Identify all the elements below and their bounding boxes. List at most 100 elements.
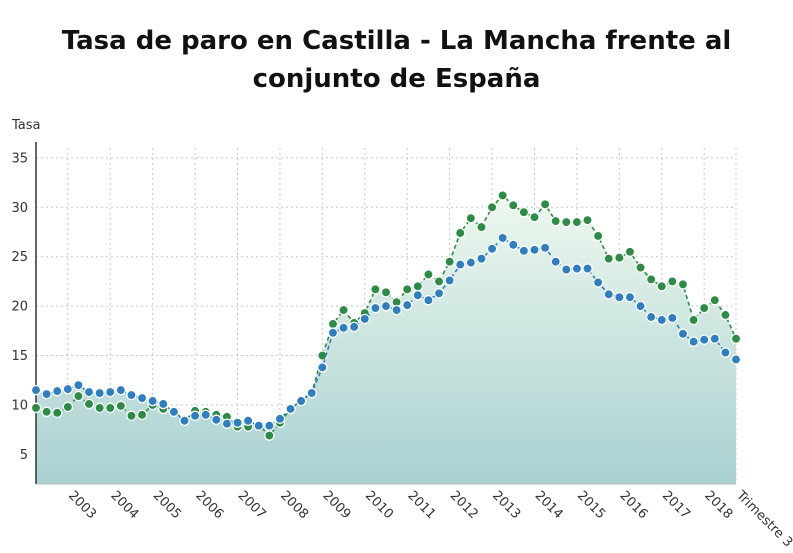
- series-2-point: [730, 354, 742, 365]
- x-tick-label: 2005: [150, 488, 184, 522]
- y-tick-label: 30: [11, 201, 28, 216]
- series-2-point: [667, 312, 678, 324]
- series-1-point: [529, 211, 540, 223]
- y-tick-labels: 5 10 15 20 25 30 35: [11, 151, 28, 462]
- series-2-point: [550, 256, 561, 267]
- series-1-point: [401, 284, 413, 295]
- series-1-point: [115, 400, 127, 412]
- series-2-point: [709, 333, 721, 344]
- series-2-point: [306, 387, 318, 399]
- series-1-point: [94, 402, 105, 414]
- series-2-point: [168, 406, 180, 418]
- series-2: [30, 232, 742, 431]
- series-2-point: [444, 275, 455, 286]
- series-2-point: [571, 263, 583, 274]
- x-tick-label: 2014: [532, 488, 566, 522]
- x-tick-label: 2017: [659, 488, 693, 522]
- x-tick-label: 2010: [362, 488, 396, 522]
- series-1-point: [30, 402, 42, 414]
- series-2-point: [73, 379, 84, 391]
- series-2-point: [158, 398, 169, 410]
- series-1-point: [465, 212, 477, 224]
- series-2-point: [126, 389, 137, 401]
- series-2-point: [423, 294, 434, 306]
- series-1-point: [380, 287, 392, 298]
- series-1-point: [667, 276, 678, 287]
- series-2-point: [327, 327, 339, 339]
- series-1-point: [317, 350, 328, 361]
- series-2-point: [645, 311, 657, 323]
- series-1-point: [614, 252, 625, 263]
- series-1-point: [73, 390, 84, 402]
- series-2-point: [582, 263, 593, 274]
- series-1-point: [370, 284, 381, 295]
- series-2-point: [221, 418, 233, 429]
- series-1-point: [62, 401, 74, 413]
- series-2-point: [200, 409, 211, 421]
- series-2-point: [51, 385, 63, 397]
- series-2-point: [62, 383, 74, 395]
- series-2-point: [41, 388, 52, 400]
- series-2-point: [30, 384, 42, 396]
- series-2-point: [529, 244, 540, 256]
- series-2-point: [147, 395, 158, 407]
- series-1-point: [677, 279, 689, 290]
- y-tick-label: 5: [20, 448, 28, 463]
- x-tick-label: 2011: [404, 488, 438, 522]
- series-2-point: [253, 420, 264, 431]
- series-2-point: [688, 336, 699, 347]
- series-2-point: [94, 387, 105, 399]
- series-2-point: [295, 395, 307, 407]
- series-2-point: [720, 347, 731, 358]
- series-1-point: [444, 256, 455, 267]
- series-1-point: [550, 215, 561, 227]
- series-2-point: [635, 300, 646, 312]
- series-2-point: [242, 415, 254, 427]
- series-2-point: [433, 288, 445, 299]
- series-1-point: [645, 274, 657, 285]
- series-1-point: [720, 309, 731, 321]
- series-2-point: [624, 291, 636, 303]
- x-tick-label: 2015: [574, 488, 608, 522]
- series-2-point: [401, 299, 413, 311]
- series-2-point: [518, 245, 530, 257]
- series-1-point: [539, 199, 551, 210]
- series-2-point: [115, 384, 127, 396]
- series-2-point: [370, 302, 381, 314]
- series-1-point: [486, 202, 498, 213]
- series-1-point: [730, 333, 742, 344]
- series-1-point: [518, 206, 530, 218]
- series-2-point: [561, 264, 572, 275]
- y-tick-label: 20: [11, 300, 28, 315]
- series-1-point: [635, 262, 646, 273]
- series-2-point: [274, 413, 286, 425]
- series-2-point: [698, 334, 710, 345]
- x-tick-label: 2016: [617, 488, 651, 522]
- series-1-point: [624, 246, 636, 258]
- series-1-point: [698, 302, 710, 314]
- series-2-point: [465, 257, 477, 268]
- series-1-point: [582, 214, 593, 226]
- series-2-point: [656, 314, 668, 326]
- x-tick-label: 2004: [107, 488, 141, 522]
- series-2-point: [497, 232, 508, 244]
- y-tick-label: 35: [11, 151, 28, 166]
- series-1-point: [327, 318, 339, 330]
- series-2-point: [232, 417, 243, 428]
- y-tick-label: 10: [11, 398, 28, 413]
- series-2-point: [136, 392, 148, 404]
- series-1-point: [656, 281, 668, 292]
- series-2-point: [179, 415, 190, 427]
- series-1-point: [497, 190, 508, 201]
- axes: [35, 142, 736, 485]
- area-fill: [36, 195, 736, 484]
- y-tick-label: 15: [11, 349, 28, 364]
- series-2-point: [539, 242, 551, 254]
- series-1-point: [688, 314, 699, 326]
- x-tick-label: Trimestre 3: [732, 488, 793, 551]
- series-2-point: [592, 277, 604, 288]
- y-axis-label: Tasa: [12, 118, 41, 133]
- series-1-point: [41, 406, 52, 418]
- series-1-point: [423, 269, 434, 280]
- x-tick-labels: 2003 2004 2005 2006 2007 2008 2009 2010 2011 2012…: [65, 488, 793, 551]
